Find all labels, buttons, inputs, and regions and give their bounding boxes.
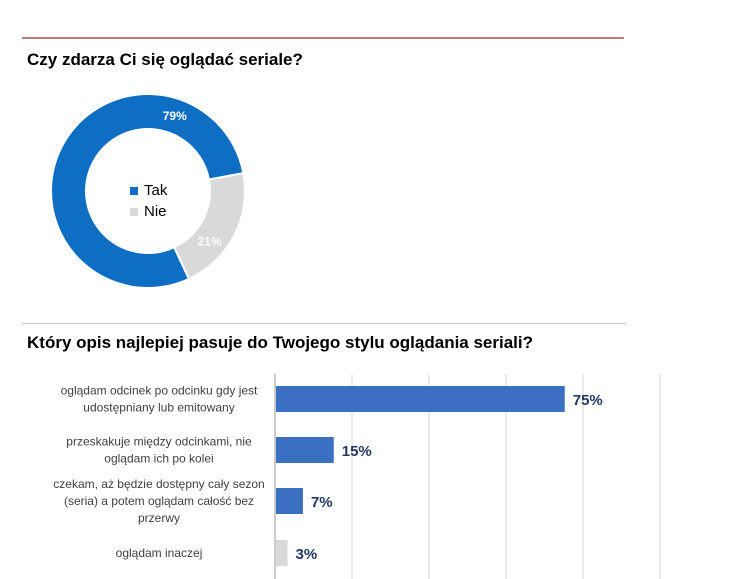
bar-2 xyxy=(276,437,334,463)
donut-legend: Tak Nie xyxy=(130,180,167,222)
bar-value-label-3: 7% xyxy=(311,494,333,511)
bar-category-label-3: przerwy xyxy=(138,511,180,525)
bar-category-label-3: czekam, aż będzie dostępny cały sezon xyxy=(53,477,264,491)
bar-category-label-4: oglądam inaczej xyxy=(116,546,203,560)
bar-category-label-2: oglądam ich po kolei xyxy=(104,452,213,466)
bar-1 xyxy=(276,386,565,412)
top-divider xyxy=(22,37,624,39)
bar-value-label-1: 75% xyxy=(573,392,603,409)
donut-chart: 79% 21% xyxy=(50,93,246,289)
bar-4 xyxy=(276,540,288,566)
donut-slice-nie xyxy=(172,171,246,281)
section-divider xyxy=(22,323,626,324)
legend-item-nie: Nie xyxy=(130,201,167,222)
legend-label-tak: Tak xyxy=(144,182,168,199)
legend-label-nie: Nie xyxy=(144,203,167,220)
bar-category-label-1: oglądam odcinek po odcinku gdy jest xyxy=(61,384,258,398)
legend-item-tak: Tak xyxy=(130,180,167,201)
bar-category-label-1: udostępniany lub emitowany xyxy=(83,401,234,415)
bar-value-label-4: 3% xyxy=(296,546,318,563)
bar-3 xyxy=(276,488,303,514)
bar-chart-title: Który opis najlepiej pasuje do Twojego s… xyxy=(27,333,534,352)
donut-label-nie: 21% xyxy=(198,234,222,248)
donut-chart-title: Czy zdarza Ci się oglądać seriale? xyxy=(27,50,303,69)
donut-label-tak: 79% xyxy=(163,109,187,123)
bar-value-label-2: 15% xyxy=(342,443,372,460)
legend-swatch-tak xyxy=(130,186,138,195)
donut-slice-tak xyxy=(50,93,245,289)
bar-category-label-2: przeskakuje między odcinkami, nie xyxy=(66,435,252,449)
bar-chart: 75% oglądam odcinek po odcinku gdy jest ud… xyxy=(53,374,661,579)
legend-swatch-nie xyxy=(130,207,138,216)
bar-category-label-3: (seria) a potem oglądam całość bez xyxy=(64,494,254,508)
